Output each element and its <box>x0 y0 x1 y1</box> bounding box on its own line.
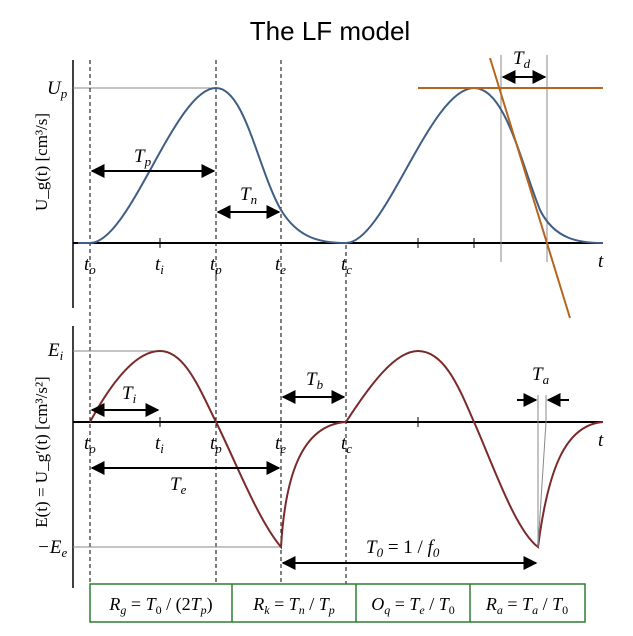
ei-label: Ei <box>47 340 64 363</box>
ee-label: −Ee <box>37 537 67 560</box>
svg-text:to: to <box>84 433 96 456</box>
svg-text:ti: ti <box>155 254 164 277</box>
bottom-panel: Ei −Ee Ti Te Tb Ta T0 = 1 / f0 E(t) = U_… <box>32 326 604 588</box>
up-label: Up <box>47 78 68 101</box>
derivative-curve-2 <box>345 349 604 549</box>
top-y-label: U_g(t) [cm³/s] <box>32 113 51 211</box>
svg-text:tc: tc <box>341 433 352 456</box>
formula-box: Rg = T0 / (2Tp) Rk = Tn / Tp Oq = Te / T… <box>89 583 586 623</box>
svg-text:t: t <box>598 251 604 272</box>
glottal-flow-curve-1 <box>78 86 347 244</box>
formula-rk: Rk = Tn / Tp <box>252 594 335 617</box>
bottom-time-labels: to ti tp te tc t <box>84 430 604 456</box>
top-time-labels: to ti tp te tc t <box>84 251 604 277</box>
svg-text:te: te <box>275 254 286 277</box>
td-label: Td <box>513 48 531 71</box>
formula-oq: Oq = Te / T0 <box>371 594 455 617</box>
time-guides <box>89 60 347 588</box>
slope-tangent-line <box>489 57 571 319</box>
svg-text:te: te <box>275 433 286 456</box>
bottom-y-label: E(t) = U_g′(t) [cm³/s²] <box>32 376 51 527</box>
derivative-curve-1 <box>89 349 347 550</box>
svg-text:ti: ti <box>155 433 164 456</box>
te-label: Te <box>170 474 187 497</box>
tp-label: Tp <box>134 146 152 169</box>
ta-tangent <box>537 421 547 548</box>
svg-text:tp: tp <box>210 433 222 456</box>
tb-label: Tb <box>306 369 324 392</box>
top-panel: Up Tp Tn Td U_g(t) [cm³/s] to ti tp te t… <box>32 48 604 588</box>
glottal-flow-curve-2 <box>345 86 604 244</box>
ta-label: Ta <box>532 364 550 387</box>
formula-ra: Ra = Ta / T0 <box>485 594 568 617</box>
tn-label: Tn <box>240 184 257 207</box>
svg-text:tc: tc <box>341 254 352 277</box>
bottom-ticks <box>159 417 419 427</box>
t0-label: T0 = 1 / f0 <box>366 537 440 560</box>
ti-label: Ti <box>122 383 137 406</box>
top-ticks <box>159 238 475 248</box>
diagram-title: The LF model <box>250 16 410 46</box>
svg-text:t: t <box>598 430 604 451</box>
formula-rg: Rg = T0 / (2Tp) <box>108 594 212 617</box>
